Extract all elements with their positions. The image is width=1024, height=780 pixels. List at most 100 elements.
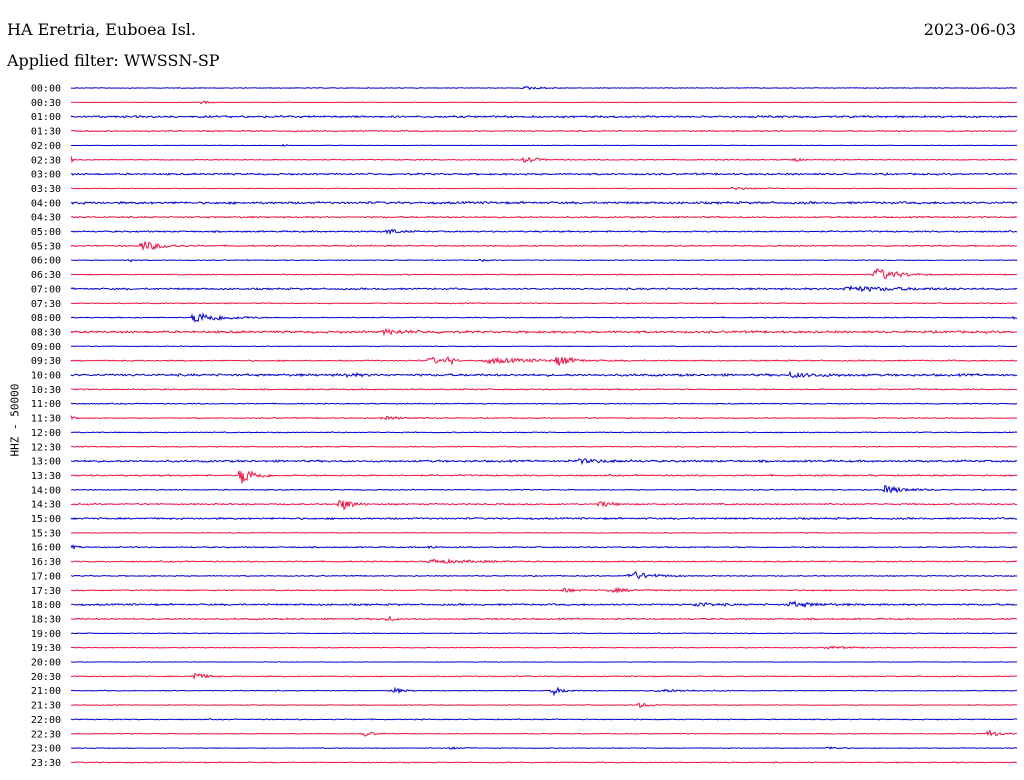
seismic-trace (70, 312, 1018, 323)
seismic-trace (70, 85, 1018, 91)
hour-tick-label: 12:30 (31, 442, 61, 453)
hour-tick-label: 22:00 (31, 715, 61, 726)
hour-tick-label: 07:00 (31, 284, 61, 295)
seismic-trace (70, 402, 1018, 405)
seismic-trace (70, 415, 1018, 421)
hour-tick-label: 23:00 (31, 744, 61, 755)
hour-tick-label: 03:30 (31, 184, 61, 195)
hour-tick-label: 06:30 (31, 270, 61, 281)
seismic-trace (70, 228, 1018, 236)
seismic-trace (70, 661, 1018, 663)
hour-tick-label: 13:00 (31, 457, 61, 468)
hour-tick-label: 23:30 (31, 758, 61, 769)
seismic-trace (70, 143, 1018, 147)
seismic-trace (70, 761, 1018, 764)
seismic-trace (70, 114, 1018, 119)
seismic-trace (70, 241, 1018, 252)
hour-tick-label: 10:30 (31, 385, 61, 396)
hour-tick-label: 02:00 (31, 141, 61, 152)
seismic-trace (70, 615, 1018, 622)
seismic-trace (71, 484, 1018, 494)
seismic-trace (70, 458, 1018, 466)
seismic-trace (70, 543, 1018, 551)
station-title: HA Eretria, Euboea Isl. (7, 20, 196, 39)
hour-tick-label: 14:30 (31, 500, 61, 511)
hour-tick-label: 06:00 (31, 256, 61, 267)
seismic-trace (70, 258, 1018, 263)
hour-tick-label: 10:00 (31, 371, 61, 382)
seismic-trace (70, 172, 1018, 176)
seismic-trace (70, 100, 1018, 105)
hour-tick-label: 00:30 (31, 98, 61, 109)
seismic-trace (70, 370, 1018, 379)
seismic-trace (70, 718, 1018, 721)
seismic-trace (70, 745, 1018, 750)
hour-tick-label: 17:00 (31, 571, 61, 582)
seismic-trace (70, 215, 1018, 219)
seismic-trace (70, 686, 1018, 697)
hour-tick-label: 04:00 (31, 198, 61, 209)
hour-tick-label: 21:00 (31, 686, 61, 697)
hour-tick-label: 11:30 (31, 414, 61, 425)
seismic-trace (70, 186, 1018, 191)
hour-tick-label: 15:00 (31, 514, 61, 525)
hour-tick-label: 11:00 (31, 399, 61, 410)
filter-label: Applied filter: WWSSN-SP (7, 51, 220, 70)
seismic-trace (70, 469, 1018, 484)
seismic-trace (70, 431, 1018, 434)
hour-tick-label: 20:30 (31, 672, 61, 683)
seismic-trace (70, 355, 1018, 366)
seismic-trace (70, 557, 1018, 564)
hour-tick-label: 18:00 (31, 600, 61, 611)
hour-tick-label: 00:00 (31, 84, 61, 95)
hour-tick-label: 21:30 (31, 701, 61, 712)
seismic-trace (70, 445, 1018, 448)
hour-tick-label: 17:30 (31, 586, 61, 597)
seismic-trace (70, 672, 1018, 680)
hour-tick-label: 01:30 (31, 127, 61, 138)
hour-tick-label: 13:30 (31, 471, 61, 482)
seismic-trace (70, 702, 1018, 709)
hour-tick-label: 07:30 (31, 299, 61, 310)
seismic-trace (70, 156, 1018, 164)
seismic-trace (70, 500, 1018, 511)
hour-tick-label: 09:30 (31, 356, 61, 367)
hour-tick-label: 19:30 (31, 643, 61, 654)
hour-tick-label: 04:30 (31, 213, 61, 224)
seismic-trace (70, 571, 1018, 580)
hour-tick-label: 16:30 (31, 557, 61, 568)
seismic-trace (70, 129, 1018, 133)
seismic-trace (70, 387, 1018, 391)
hour-tick-label: 05:00 (31, 227, 61, 238)
hour-tick-label: 19:00 (31, 629, 61, 640)
seismic-trace (70, 729, 1018, 737)
hour-tick-label: 12:00 (31, 428, 61, 439)
hour-tick-label: 01:00 (31, 112, 61, 123)
seismic-trace (70, 516, 1018, 521)
hour-tick-label: 08:00 (31, 313, 61, 324)
seismic-trace (70, 345, 1018, 348)
hour-tick-label: 09:00 (31, 342, 61, 353)
seismic-trace (70, 632, 1018, 635)
hour-tick-label: 02:30 (31, 155, 61, 166)
hour-tick-label: 16:00 (31, 543, 61, 554)
hour-tick-label: 18:30 (31, 614, 61, 625)
hour-tick-label: 14:00 (31, 485, 61, 496)
seismic-trace (70, 327, 1018, 337)
hour-tick-label: 22:30 (31, 729, 61, 740)
seismic-trace (70, 200, 1018, 205)
hour-tick-label: 15:30 (31, 528, 61, 539)
seismic-trace (70, 645, 1018, 650)
seismic-trace (70, 284, 1018, 293)
seismic-trace (70, 531, 1018, 534)
date-label: 2023-06-03 (923, 20, 1016, 39)
hour-tick-label: 03:00 (31, 170, 61, 181)
hour-tick-label: 20:00 (31, 658, 61, 669)
seismic-trace (70, 600, 1018, 609)
seismic-trace (70, 268, 1018, 280)
seismic-trace (70, 302, 1018, 305)
seismic-trace (70, 586, 1018, 594)
hour-tick-label: 05:30 (31, 241, 61, 252)
hour-tick-label: 08:30 (31, 327, 61, 338)
